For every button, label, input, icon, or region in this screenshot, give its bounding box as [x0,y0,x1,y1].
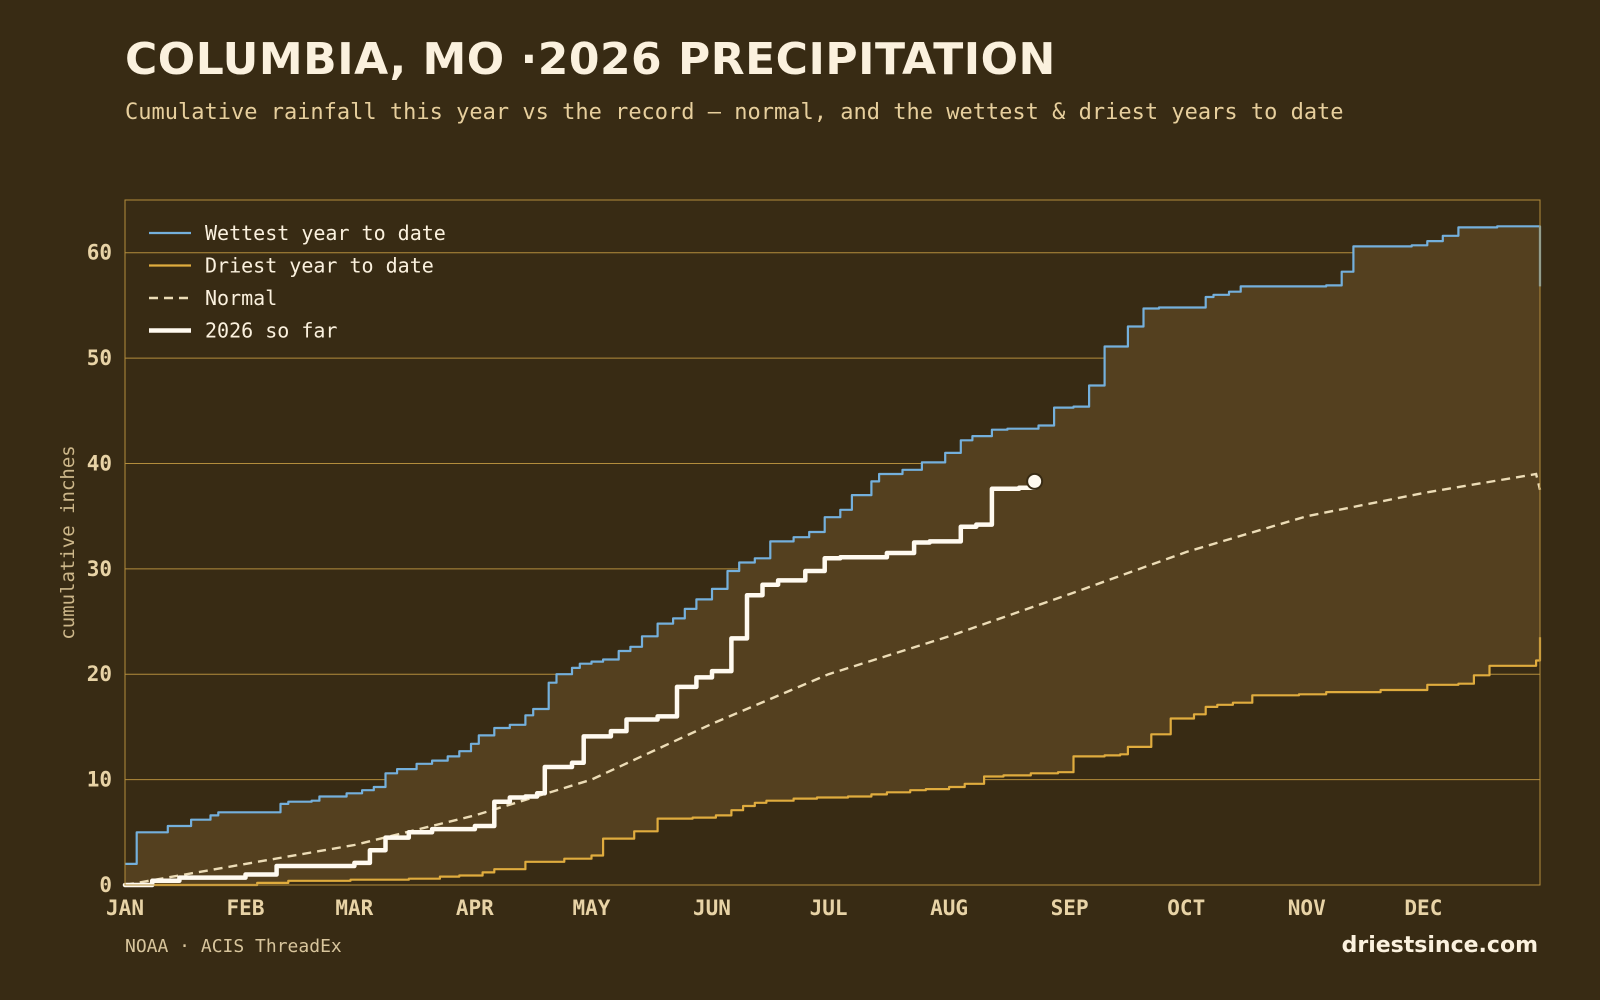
x-tick-label-jun: JUN [693,896,731,920]
x-tick-label-apr: APR [456,896,494,920]
y-axis-ticks: 0 10 20 30 40 50 60 [87,241,112,897]
x-tick-label-oct: OCT [1167,896,1205,920]
data-source: NOAA · ACIS ThreadEx [125,936,342,957]
x-tick-label-nov: NOV [1288,896,1326,920]
x-tick-label-may: MAY [573,896,611,920]
x-tick-label-dec: DEC [1404,896,1442,920]
legend-label-3: 2026 so far [205,319,337,343]
current-value-marker [1026,472,1044,490]
x-tick-label-feb: FEB [227,896,265,920]
legend-label-1: Driest year to date [205,254,434,278]
y-tick-label: 60 [87,241,112,265]
legend-label-0: Wettest year to date [205,221,446,245]
series-line-wettest [125,225,1542,865]
record-range-band [125,226,1540,886]
chart-subtitle: Cumulative rainfall this year vs the rec… [125,100,1344,125]
series-line-normal [124,472,1542,887]
y-tick-label: 0 [99,873,112,897]
y-tick-label: 20 [87,662,112,686]
y-tick-label: 50 [87,346,112,370]
chart-title: COLUMBIA, MO ·2026 PRECIPITATION [125,34,1056,85]
series-line-driest [125,637,1542,887]
x-tick-label-jul: JUL [810,896,848,920]
y-tick-label: 30 [87,557,112,581]
legend-label-2: Normal [205,286,277,310]
x-axis-ticks: JAN FEB MAR APR MAY JUN JUL AUG SEP OCT NOV DEC [106,896,1442,920]
y-tick-label: 10 [87,768,112,792]
x-tick-label-sep: SEP [1051,896,1089,920]
plot-frame [124,199,1541,886]
series-line-2026 [122,479,1037,888]
y-tick-label: 40 [87,451,112,475]
x-tick-label-aug: AUG [930,896,968,920]
x-tick-label-mar: MAR [335,896,373,920]
site-brand[interactable]: driestsince.com [1341,933,1538,958]
series-layer [122,225,1542,888]
y-axis-label: cumulative inches [57,445,79,639]
x-tick-label-jan: JAN [106,896,144,920]
legend: Wettest year to date Driest year to date N… [149,221,446,343]
